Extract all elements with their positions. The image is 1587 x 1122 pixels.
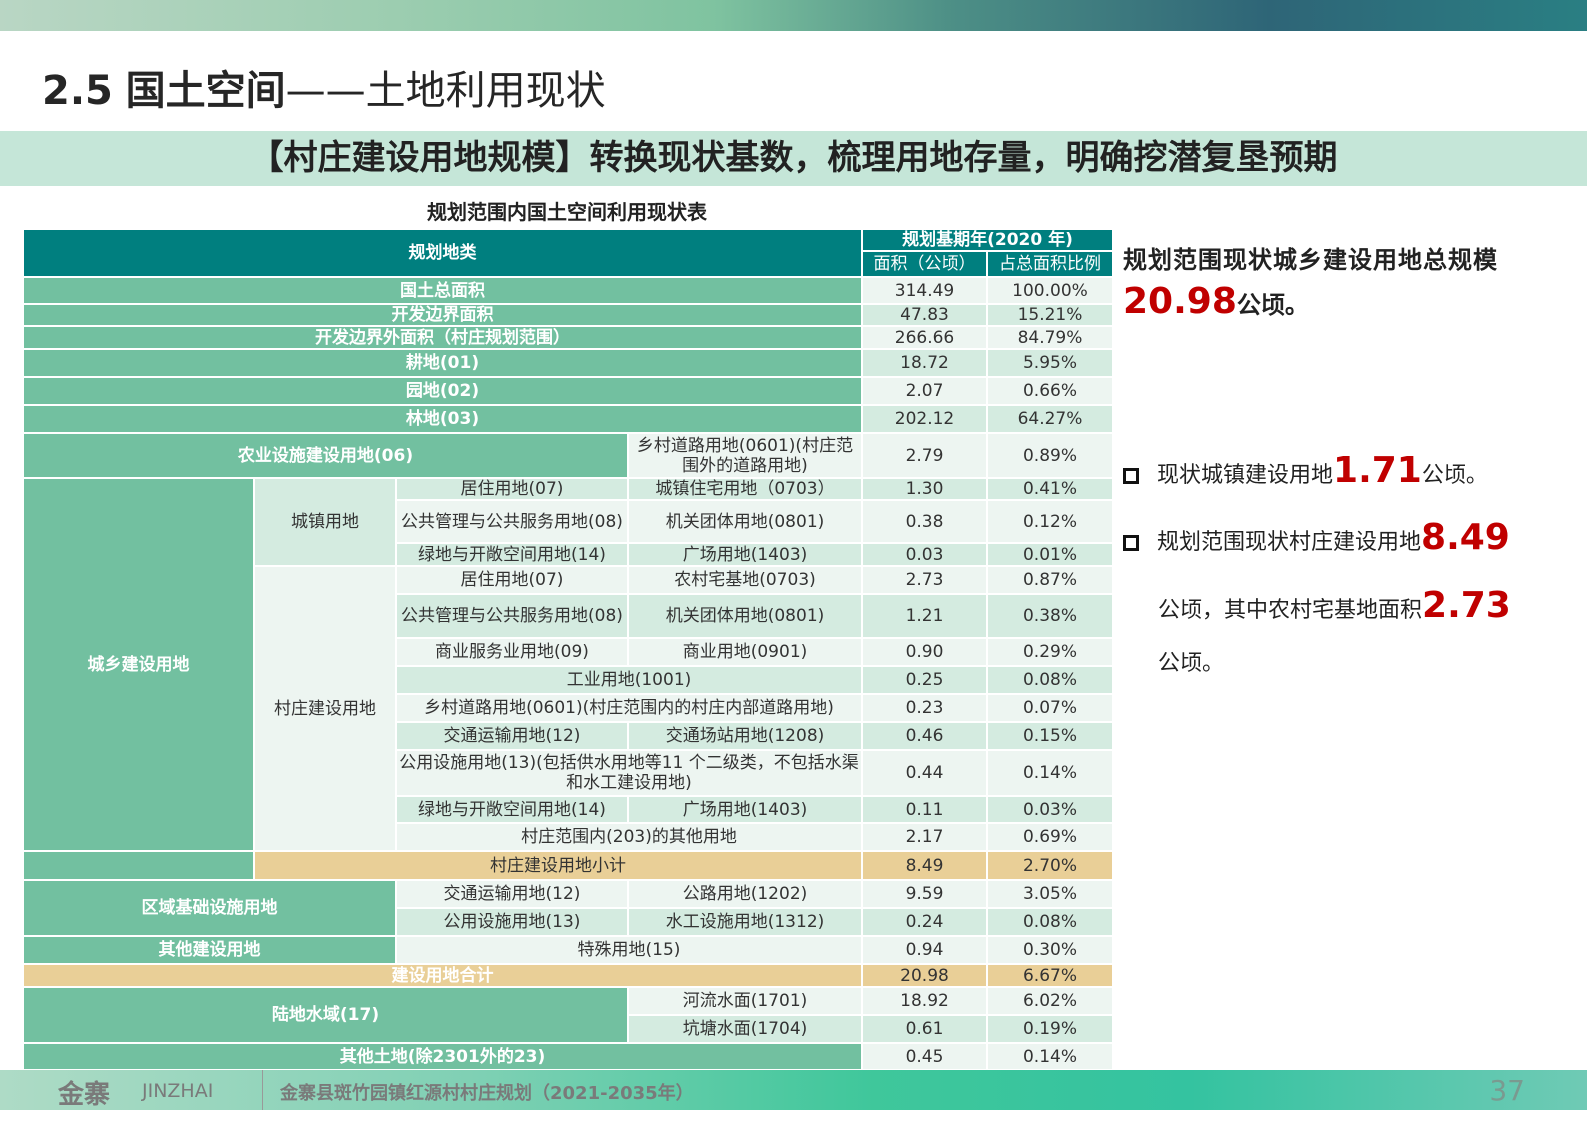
table-row: 工业用地(1001) 0.25 0.08%: [23, 665, 1114, 695]
table-row: 耕地(01) 18.72 5.95%: [22, 348, 1114, 378]
subtotal-spacer-cell: [22, 850, 255, 881]
top-banner-image: [0, 0, 1587, 31]
section-banner: 【村庄建设用地规模】转换现状基数，梳理用地存量，明确挖潜复垦预期: [0, 131, 1587, 186]
land-use-table: 规划地类 规划基期年(2020 年) 面积（公顷） 占总面积比例 国土总面积 314.…: [22, 228, 1114, 1071]
table-row: 商业服务业用地(09) 商业用地(0901) 0.90 0.29%: [23, 637, 1114, 667]
table-row: 乡村道路用地(0601)(村庄范围内的村庄内部道路用地) 0.23 0.07%: [23, 693, 1114, 723]
footer: 金寨 JINZHAI 金寨县斑竹园镇红源村村庄规划（2021-2035年） 37: [0, 1070, 1587, 1110]
subtotal-row: 村庄建设用地小计 8.49 2.70%: [22, 850, 1114, 881]
table-row: 开发边界外面积（村庄规划范围） 266.66 84.79%: [22, 325, 1114, 350]
header-category: 规划地类: [22, 228, 863, 278]
table-row: 开发边界面积 47.83 15.21%: [22, 303, 1114, 327]
footer-divider: [262, 1070, 263, 1110]
table-row: 陆地水域(17) 河流水面(1701) 18.92 6.02%: [22, 986, 1114, 1044]
footer-brand-en: JINZHAI: [142, 1080, 214, 1102]
table-row: 交通运输用地(12) 交通场站用地(1208) 0.46 0.15%: [23, 721, 1114, 751]
table-row: 坑塘水面(1704) 0.61 0.19%: [23, 1014, 1114, 1044]
table-row: 村庄建设用地 居住用地(07) 农村宅基地(0703) 2.73 0.87%: [23, 565, 1114, 852]
checkbox-square-icon: [1123, 468, 1139, 484]
footer-project: 金寨县斑竹园镇红源村村庄规划（2021-2035年）: [280, 1083, 694, 1104]
bullet-village-land: 规划范围现状村庄建设用地8.49: [1123, 517, 1510, 558]
bullet-village-land-cont: 公顷，其中农村宅基地面积2.73: [1158, 585, 1511, 626]
header-area: 面积（公顷）: [861, 250, 988, 278]
summary-panel: 规划范围现状城乡建设用地总规模 20.98公顷。 现状城镇建设用地1.71公顷。…: [1123, 240, 1583, 676]
table-row: 农业设施建设用地(06) 乡村道路用地(0601)(村庄范围外的道路用地) 2.79…: [22, 432, 1114, 479]
table-row: 绿地与开敞空间用地(14) 广场用地(1403) 0.03 0.01%: [23, 542, 1114, 567]
table-row: 公用设施用地(13) 水工设施用地(1312) 0.24 0.08%: [23, 907, 1114, 937]
bullet-village-land-unit: 公顷。: [1158, 651, 1225, 676]
table-row: 公共管理与公共服务用地(08) 机关团体用地(0801) 1.21 0.38%: [23, 593, 1114, 639]
table-row: 区域基础设施用地 交通运输用地(12) 公路用地(1202) 9.59 3.05%: [22, 879, 1114, 937]
table-row: 公用设施用地(13)(包括供水用地等11 个二级类，不包括水渠和水工建设用地) 0…: [23, 749, 1114, 797]
total-row: 建设用地合计 20.98 6.67%: [22, 963, 1114, 988]
total-value: 20.98: [1123, 281, 1237, 322]
page-number: 37: [1489, 1074, 1525, 1107]
table-row: 城乡建设用地 城镇用地 居住用地(07) 城镇住宅用地（0703） 1.30 0.41%: [22, 477, 1114, 852]
table-row: 绿地与开敞空间用地(14) 广场用地(1403) 0.11 0.03%: [23, 795, 1114, 824]
footer-brand-cn: 金寨: [58, 1080, 111, 1110]
table-row: 国土总面积 314.49 100.00%: [22, 276, 1114, 305]
table-row: 园地(02) 2.07 0.66%: [22, 376, 1114, 406]
table-row: 其他建设用地 特殊用地(15) 0.94 0.30%: [22, 935, 1114, 965]
page-title: 2.5 国土空间——土地利用现状: [42, 68, 606, 114]
table-row: 公共管理与公共服务用地(08) 机关团体用地(0801) 0.38 0.12%: [23, 499, 1114, 544]
bullet-town-land: 现状城镇建设用地1.71公顷。: [1123, 450, 1488, 491]
header-ratio: 占总面积比例: [986, 250, 1114, 278]
table-row: 林地(03) 202.12 64.27%: [22, 404, 1114, 434]
table-row: 其他土地(除2301外的23) 0.45 0.14%: [22, 1042, 1114, 1071]
summary-heading: 规划范围现状城乡建设用地总规模: [1123, 246, 1498, 274]
header-base-year: 规划基期年(2020 年): [861, 228, 1114, 252]
total-unit: 公顷。: [1236, 291, 1309, 319]
table-row: 村庄范围内(203)的其他用地 2.17 0.69%: [23, 822, 1114, 852]
table-title: 规划范围内国土空间利用现状表: [427, 200, 707, 224]
table-header-row: 规划地类 规划基期年(2020 年): [22, 228, 1114, 278]
checkbox-square-icon: [1123, 535, 1139, 551]
